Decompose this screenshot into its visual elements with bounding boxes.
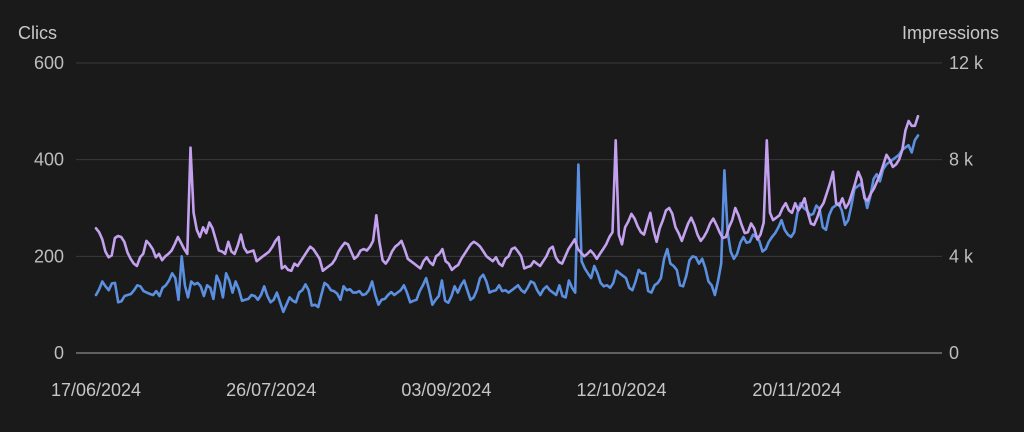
- right-tick-label: 8 k: [949, 150, 974, 170]
- x-tick-label: 12/10/2024: [576, 380, 666, 400]
- series-line-2: [94, 114, 920, 273]
- left-tick-label: 400: [34, 150, 64, 170]
- left-axis-title: Clics: [18, 23, 57, 43]
- left-axis-ticks: 0 200 400 600: [34, 53, 64, 363]
- left-tick-label: 600: [34, 53, 64, 73]
- right-tick-label: 4 k: [949, 246, 974, 266]
- right-axis-title: Impressions: [902, 23, 999, 43]
- series-line-1: [94, 134, 920, 314]
- x-tick-label: 26/07/2024: [226, 380, 316, 400]
- series-group: [94, 114, 920, 314]
- x-tick-label: 17/06/2024: [51, 380, 141, 400]
- left-tick-label: 0: [54, 343, 64, 363]
- right-tick-label: 0: [949, 343, 959, 363]
- grid-lines: [76, 62, 942, 354]
- x-tick-label: 03/09/2024: [401, 380, 491, 400]
- x-tick-label: 20/11/2024: [752, 380, 841, 400]
- x-axis-ticks: 17/06/2024 26/07/2024 03/09/2024 12/10/2024…: [51, 380, 841, 400]
- right-axis-ticks: 0 4 k 8 k 12 k: [949, 53, 984, 363]
- right-tick-label: 12 k: [949, 53, 984, 73]
- left-tick-label: 200: [34, 246, 64, 266]
